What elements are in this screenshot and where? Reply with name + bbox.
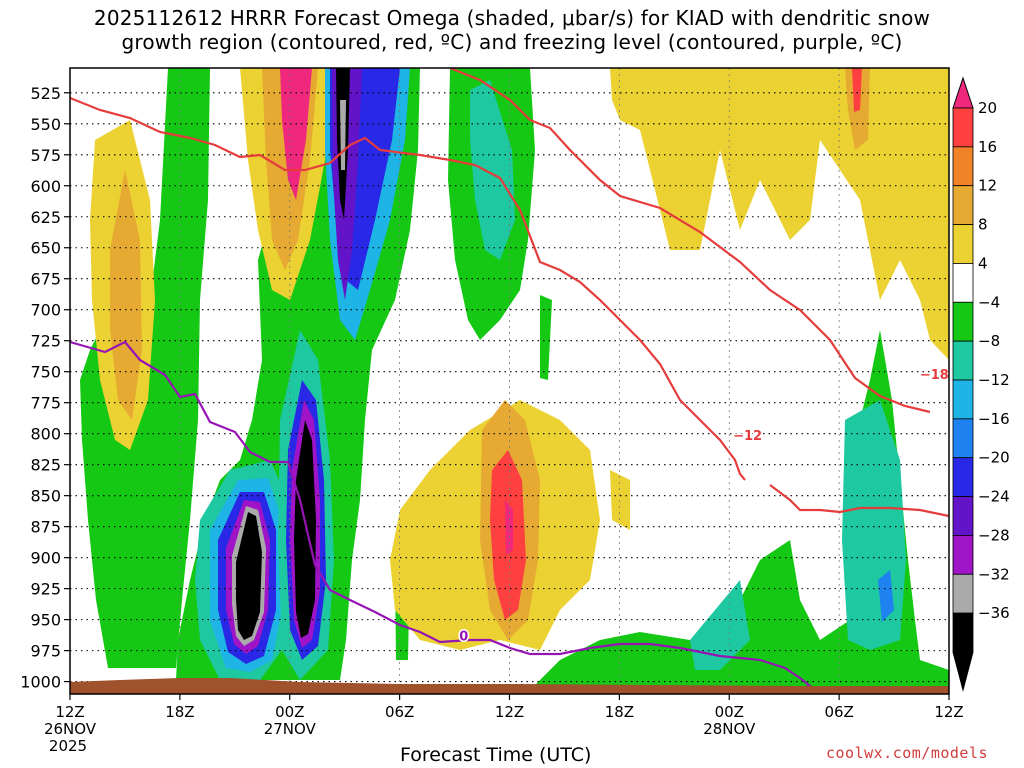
y-tick-label: 750: [30, 363, 61, 382]
colorbar-swatch: [952, 457, 974, 497]
x-date-label: 28NOV: [703, 720, 756, 738]
plot-area: −18 −12 0: [70, 68, 949, 694]
surface-terrain: [70, 678, 949, 694]
y-tick-label: 550: [30, 115, 61, 134]
colorbar-label: −24: [978, 488, 1010, 506]
freezing-contour-label: 0: [459, 630, 468, 645]
y-tick-label: 925: [30, 580, 61, 599]
y-tick-label: 950: [30, 611, 61, 630]
y-axis: 525 550 575 600 625 650 675 700 725 750 775 800 825 8…: [20, 84, 70, 692]
x-tick-label: 18Z: [605, 703, 634, 721]
y-tick-label: 650: [30, 239, 61, 258]
colorbar-swatch: [952, 573, 974, 614]
y-tick-label: 575: [30, 146, 61, 165]
colorbar-swatch: [952, 107, 974, 148]
colorbar-swatch: [952, 418, 974, 459]
y-tick-label: 825: [30, 456, 61, 475]
omega-black-core-mid: [294, 420, 316, 638]
contour-labels: −18 −12 0: [458, 367, 949, 647]
colorbar-swatch: [952, 301, 974, 342]
colorbar-swatch: [952, 340, 974, 381]
x-date-label: 27NOV: [264, 720, 317, 738]
y-tick-label: 700: [30, 301, 61, 320]
colorbar-top-arrow: [952, 76, 974, 109]
y-tick-label: 850: [30, 487, 61, 506]
omega-gray-core-top: [340, 100, 346, 170]
colorbar-swatch: [952, 379, 974, 420]
x-date-label: 26NOV: [44, 720, 97, 738]
colorbar-label: 16: [978, 138, 997, 156]
y-tick-label: 900: [30, 549, 61, 568]
colorbar-label: 4: [978, 254, 988, 272]
y-tick-label: 725: [30, 332, 61, 351]
chart-title: 2025112612 HRRR Forecast Omega (shaded, …: [0, 6, 1024, 54]
colorbar-swatch: [952, 146, 974, 187]
omega-yellow-streak-right: [610, 470, 630, 530]
colorbar: 20 16 12 8 4 −4 −8 −12 −16 −20 −24 −28 −32 −36: [952, 76, 1010, 692]
x-tick-label: 00Z: [275, 703, 304, 721]
colorbar-label: −32: [978, 565, 1010, 583]
dendritic-contour-label: −12: [733, 429, 762, 444]
colorbar-swatch: [952, 535, 974, 575]
y-tick-label: 600: [30, 177, 61, 196]
colorbar-label: −20: [978, 449, 1010, 467]
grid-lines: [70, 68, 949, 694]
colorbar-label: 8: [978, 216, 988, 234]
x-tick-label: 18Z: [165, 703, 194, 721]
omega-blue-spot-right: [878, 570, 894, 622]
colorbar-bottom-arrow: [952, 651, 974, 692]
y-tick-label: 775: [30, 394, 61, 413]
colorbar-swatch: [952, 496, 974, 536]
x-tick-label: 12Z: [934, 703, 963, 721]
dendritic-contour-label: −18: [920, 368, 949, 383]
y-tick-label: 1000: [20, 673, 61, 692]
omega-red-streak-right: [852, 68, 862, 112]
x-tick-label: 12Z: [55, 703, 84, 721]
y-tick-label: 625: [30, 208, 61, 227]
colorbar-label: 20: [978, 99, 997, 117]
colorbar-label: −8: [978, 332, 1000, 350]
x-tick-label: 12Z: [495, 703, 524, 721]
title-line-1: 2025112612 HRRR Forecast Omega (shaded, …: [93, 6, 931, 30]
omega-teal-region-lower: [690, 580, 750, 670]
omega-black-core-left: [236, 512, 262, 640]
y-tick-label: 875: [30, 518, 61, 537]
colorbar-swatch: [952, 612, 974, 653]
omega-pink-spot-center: [505, 500, 513, 555]
x-tick-label: 06Z: [824, 703, 853, 721]
colorbar-label: 12: [978, 177, 997, 195]
dendritic-growth-contour-minus12: [449, 68, 949, 518]
y-tick-label: 675: [30, 270, 61, 289]
colorbar-swatch: [952, 263, 974, 303]
dendritic-growth-contour-minus18: [70, 96, 746, 481]
colorbar-label: −12: [978, 371, 1010, 389]
x-axis-title: Forecast Time (UTC): [400, 744, 592, 766]
credit-text: coolwx.com/models: [826, 744, 989, 762]
colorbar-label: −28: [978, 526, 1010, 544]
omega-teal-region-center: [470, 80, 515, 260]
x-year-label: 2025: [49, 737, 87, 755]
omega-orange-region-left: [110, 170, 142, 420]
y-tick-label: 800: [30, 425, 61, 444]
colorbar-label: −16: [978, 410, 1010, 428]
colorbar-swatch: [952, 224, 974, 264]
title-line-2: growth region (contoured, red, ºC) and f…: [121, 30, 903, 54]
y-tick-label: 975: [30, 642, 61, 661]
omega-green-streak-1: [540, 295, 552, 380]
y-tick-label: 525: [30, 84, 61, 103]
colorbar-label: −4: [978, 293, 1000, 311]
x-tick-label: 06Z: [385, 703, 414, 721]
colorbar-label: −36: [978, 604, 1010, 622]
omega-pink-region-top: [280, 68, 312, 200]
freezing-level-contour: [70, 340, 813, 692]
x-tick-label: 00Z: [715, 703, 744, 721]
colorbar-swatch: [952, 185, 974, 225]
